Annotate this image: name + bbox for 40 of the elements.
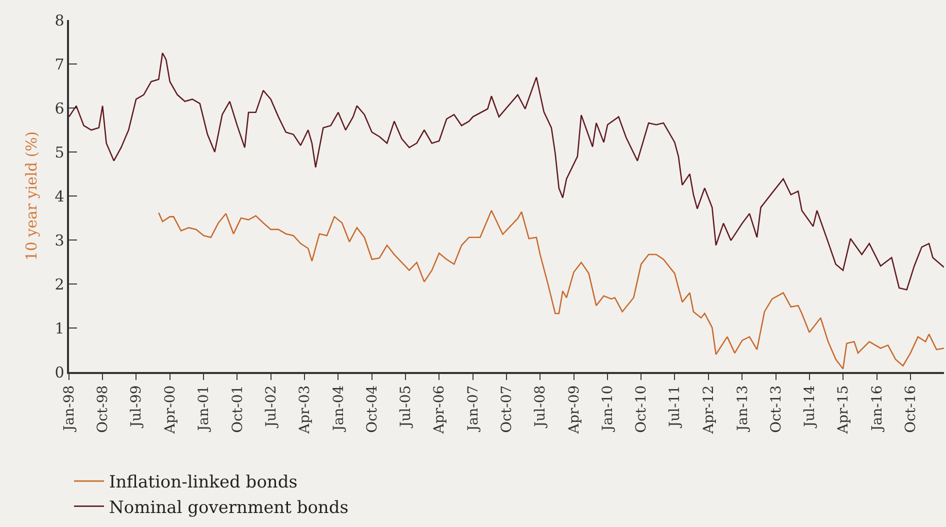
x-tick-label: Jul-08 — [532, 385, 549, 430]
legend-label: Inflation-linked bonds — [109, 472, 298, 493]
x-tick-label: Oct-10 — [634, 385, 650, 433]
x-tick-label: Oct-16 — [903, 385, 919, 433]
x-tick-label: Jul-11 — [667, 385, 684, 430]
legend-label: Nominal government bonds — [109, 498, 348, 518]
x-tick-label: Jan-98 — [62, 385, 78, 433]
x-tick-label: Apr-12 — [701, 385, 717, 435]
x-tick-label: Oct-13 — [768, 385, 784, 433]
x-tick-label: Oct-98 — [95, 385, 112, 433]
x-tick-label: Jul-02 — [263, 385, 280, 430]
y-axis-title: 10 year yield (%) — [22, 131, 40, 261]
x-tick-label: Apr-09 — [566, 385, 582, 435]
x-tick-label: Apr-00 — [162, 385, 178, 435]
line-series — [158, 210, 944, 370]
y-tick-label: 4 — [54, 187, 64, 206]
y-tick-label: 1 — [54, 319, 64, 338]
x-tick-label: Jan-01 — [196, 385, 212, 433]
y-tick-label: 8 — [54, 11, 64, 30]
x-tick-label: Apr-15 — [836, 385, 852, 435]
line-series — [69, 52, 944, 290]
x-tick-label: Jan-13 — [734, 385, 751, 433]
x-tick-label: Jul-14 — [802, 385, 818, 430]
x-tick-label: Oct-04 — [364, 385, 380, 433]
x-tick-label: Jan-04 — [330, 385, 347, 433]
x-tick-label: Apr-06 — [432, 385, 448, 435]
y-tick-label: 5 — [54, 143, 64, 162]
y-tick-label: 2 — [54, 275, 64, 294]
x-tick-label: Oct-01 — [230, 385, 246, 433]
x-tick-label: Jul-05 — [398, 385, 414, 430]
x-tick-label: Jan-16 — [869, 385, 886, 433]
x-tick-label: Jan-10 — [600, 385, 616, 433]
y-tick-label: 7 — [54, 55, 64, 74]
y-tick-label: 6 — [54, 99, 64, 118]
x-tick-label: Jul-99 — [128, 385, 145, 430]
y-tick-label: 0 — [54, 363, 64, 382]
y-tick-label: 3 — [54, 231, 64, 250]
x-tick-label: Apr-03 — [296, 385, 313, 435]
x-tick-label: Oct-07 — [498, 385, 515, 433]
x-tick-label: Jan-07 — [465, 385, 482, 433]
